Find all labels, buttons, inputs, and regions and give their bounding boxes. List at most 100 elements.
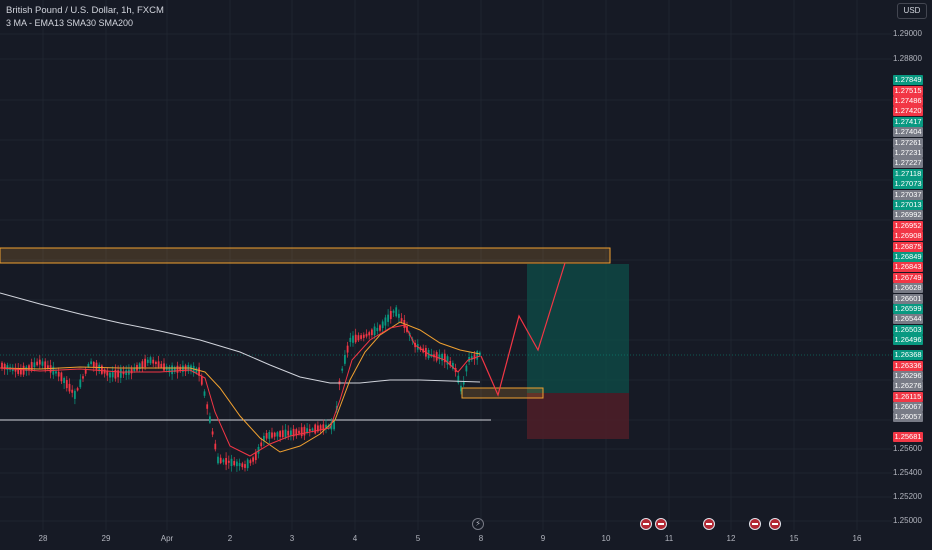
price-tag[interactable]: 1.27404 [893, 127, 923, 137]
candle-body [435, 352, 438, 361]
candle-body [203, 391, 206, 396]
candle-body [227, 460, 230, 463]
price-tag[interactable]: 1.27231 [893, 148, 923, 158]
price-tag[interactable]: 1.26057 [893, 412, 923, 422]
candle-body [322, 424, 325, 431]
price-tag[interactable]: 1.27261 [893, 138, 923, 148]
price-tag[interactable]: 1.26503 [893, 325, 923, 335]
price-tag[interactable]: 1.26115 [893, 392, 923, 402]
price-tag[interactable]: 1.26628 [893, 283, 923, 293]
price-tag[interactable]: 1.26849 [893, 252, 923, 262]
price-tag[interactable]: 1.27037 [893, 190, 923, 200]
symbol-title[interactable]: British Pound / U.S. Dollar, 1h, FXCM [6, 5, 164, 16]
lightning-icon[interactable]: ⚡ [472, 518, 484, 530]
gb-event-icon[interactable] [749, 518, 761, 530]
candle-body [392, 310, 395, 313]
price-tag[interactable]: 1.26544 [893, 314, 923, 324]
price-tag[interactable]: 1.27849 [893, 75, 923, 85]
price-tag[interactable]: 1.27420 [893, 106, 923, 116]
axis-corner [892, 530, 932, 550]
price-tag[interactable]: 1.27227 [893, 158, 923, 168]
price-level-label: 1.25600 [893, 444, 922, 453]
candle-body [246, 459, 249, 469]
candle-body [400, 318, 403, 322]
time-label: 5 [415, 534, 421, 543]
candle-body [365, 333, 368, 337]
price-tag[interactable]: 1.27118 [893, 169, 923, 179]
candle-body [379, 325, 381, 331]
price-level-label: 1.28800 [893, 54, 922, 63]
gb-event-icon[interactable] [640, 518, 652, 530]
candle-body [352, 335, 354, 343]
price-tag[interactable]: 1.26067 [893, 402, 923, 412]
candle-body [260, 442, 263, 447]
price-axis[interactable]: 1.29000 1.28800 1.25600 1.25400 1.25200 1.250… [892, 0, 932, 530]
price-tag[interactable]: 1.26843 [893, 262, 923, 272]
candle-body [41, 361, 44, 366]
candle-body [28, 365, 30, 370]
candle-body [446, 356, 449, 365]
price-tag[interactable]: 1.27417 [893, 117, 923, 127]
price-tag[interactable]: 1.25681 [893, 432, 923, 442]
price-projection-path[interactable] [480, 262, 566, 397]
candle-body [182, 365, 184, 372]
price-tag[interactable]: 1.26749 [893, 273, 923, 283]
candle-body [149, 357, 152, 364]
price-tag[interactable]: 1.26952 [893, 221, 923, 231]
price-tag[interactable]: 1.26368 [893, 350, 923, 360]
candle-body [14, 369, 17, 372]
candle-body [3, 363, 6, 370]
indicator-legend[interactable]: 3 MA - EMA13 SMA30 SMA200 [6, 18, 134, 28]
price-tag[interactable]: 1.26276 [893, 381, 923, 391]
price-tag[interactable]: 1.26599 [893, 304, 923, 314]
gb-event-icon[interactable] [655, 518, 667, 530]
gb-event-icon[interactable] [703, 518, 715, 530]
candle-body [225, 458, 227, 465]
candle-body [55, 371, 57, 374]
candle-body [114, 369, 117, 379]
candle-body [254, 452, 257, 461]
currency-button[interactable]: USD [897, 3, 927, 19]
price-tag[interactable]: 1.27486 [893, 96, 923, 106]
price-tag[interactable]: 1.26336 [893, 361, 923, 371]
candle-body [79, 379, 82, 388]
price-level-label: 1.25400 [893, 468, 922, 477]
price-tag[interactable]: 1.26875 [893, 242, 923, 252]
candle-body [465, 365, 468, 372]
gb-event-icon[interactable] [769, 518, 781, 530]
candle-body [90, 361, 92, 365]
position-profit-area[interactable] [527, 264, 629, 393]
time-label: 12 [726, 534, 736, 543]
price-level-label: 1.29000 [893, 29, 922, 38]
time-label: 15 [789, 534, 799, 543]
candle-body [276, 432, 279, 437]
price-tag[interactable]: 1.26296 [893, 371, 923, 381]
sma200-line [0, 292, 481, 384]
time-label: 4 [352, 534, 358, 543]
candle-body [206, 404, 209, 409]
price-tag[interactable]: 1.26908 [893, 231, 923, 241]
candle-body [290, 430, 292, 436]
candle-body [1, 362, 3, 369]
candle-body [44, 361, 47, 370]
position-loss-area[interactable] [527, 393, 629, 439]
candle-body [119, 368, 122, 378]
price-tag[interactable]: 1.26601 [893, 294, 923, 304]
candle-body [217, 456, 219, 464]
candle-body [317, 425, 319, 432]
price-chart[interactable] [0, 0, 892, 530]
time-axis[interactable]: 28 29 Apr 2 3 4 5 8 9 10 11 12 15 16 [0, 530, 892, 550]
price-tag[interactable]: 1.26992 [893, 210, 923, 220]
candle-body [47, 365, 49, 369]
time-label: 2 [227, 534, 233, 543]
time-label: 29 [101, 534, 111, 543]
resistance-zone[interactable] [0, 247, 611, 264]
entry-zone[interactable] [461, 387, 544, 399]
price-tag[interactable]: 1.27013 [893, 200, 923, 210]
price-tag[interactable]: 1.26496 [893, 335, 923, 345]
candle-body [330, 422, 333, 430]
price-tag[interactable]: 1.27515 [893, 86, 923, 96]
candle-body [168, 366, 171, 373]
candle-body [314, 424, 317, 434]
price-tag[interactable]: 1.27073 [893, 179, 923, 189]
